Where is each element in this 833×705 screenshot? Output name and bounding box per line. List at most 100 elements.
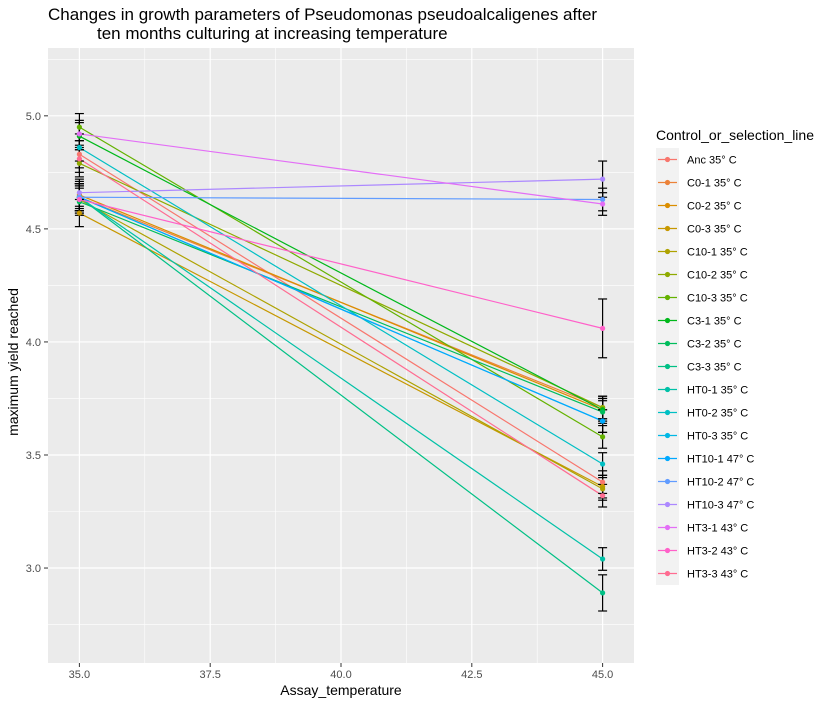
legend-item: HT10-2 47° C [656, 470, 754, 493]
legend-item: C10-1 35° C [656, 240, 748, 263]
legend-label: C0-3 35° C [687, 224, 742, 236]
data-point [600, 409, 606, 415]
legend-key-point [664, 340, 671, 347]
data-point [600, 176, 606, 182]
series-line [79, 198, 603, 329]
series-line [79, 135, 603, 411]
series-line [79, 196, 603, 560]
legend-item: HT3-3 43° C [656, 562, 748, 585]
legend-label: C10-3 35° C [687, 293, 748, 305]
y-axis-title: maximum yield reached [5, 288, 21, 436]
series-line [79, 178, 603, 194]
series-line [79, 196, 603, 201]
series-line [79, 198, 603, 490]
data-point [76, 210, 82, 216]
legend-label: HT0-3 35° C [687, 431, 748, 443]
legend-key-point [664, 271, 671, 278]
data-point [76, 160, 82, 166]
series-layer [79, 126, 603, 594]
legend-item: C0-2 35° C [656, 194, 742, 217]
data-point [600, 590, 606, 596]
data-point [600, 461, 606, 467]
legend-item: C3-1 35° C [656, 309, 742, 332]
legend-key-point [664, 248, 671, 255]
legend-title: Control_or_selection_line [656, 127, 814, 143]
legend-key-point [664, 225, 671, 232]
series-line [79, 194, 603, 411]
data-point [600, 418, 606, 424]
data-point [600, 434, 606, 440]
legend-label: C3-3 35° C [687, 362, 742, 374]
x-axis-title: Assay_temperature [280, 682, 402, 698]
legend-key-point [664, 156, 671, 163]
legend-label: HT0-1 35° C [687, 385, 748, 397]
data-point [600, 479, 606, 485]
chart-title: Changes in growth parameters of Pseudomo… [48, 5, 597, 43]
legend-item: C0-1 35° C [656, 171, 742, 194]
x-tick-label: 40.0 [330, 669, 351, 681]
legend-key-point [664, 202, 671, 209]
x-tick-label: 42.5 [461, 669, 482, 681]
legend-label: HT3-3 43° C [687, 569, 748, 581]
y-tick-label: 4.5 [26, 224, 41, 236]
y-tick-label: 3.0 [26, 563, 41, 575]
series-line [79, 158, 603, 497]
y-tick-label: 3.5 [26, 450, 41, 462]
legend-label: HT0-2 35° C [687, 408, 748, 420]
legend-label: HT3-1 43° C [687, 523, 748, 535]
legend-items: Anc 35° C C0-1 35° C C0-2 35° C C0-3 35° C C… [656, 148, 754, 585]
legend-item: Anc 35° C [656, 148, 737, 171]
legend-item: HT0-2 35° C [656, 401, 748, 424]
legend-item: C3-3 35° C [656, 355, 742, 378]
legend-key-point [664, 317, 671, 324]
legend-label: C0-1 35° C [687, 178, 742, 190]
legend-label: HT3-2 43° C [687, 546, 748, 558]
legend-item: HT3-1 43° C [656, 516, 748, 539]
data-point [600, 201, 606, 207]
legend-key-point [664, 501, 671, 508]
legend-key-point [664, 363, 671, 370]
series-line [79, 196, 603, 422]
x-tick-label: 45.0 [592, 669, 613, 681]
legend-key-point [664, 478, 671, 485]
x-tick-label: 37.5 [199, 669, 220, 681]
legend-key-point [664, 179, 671, 186]
data-point [76, 144, 82, 151]
y-tick-label: 5.0 [26, 111, 41, 123]
y-tick-label: 4.0 [26, 337, 41, 349]
legend-item: C3-2 35° C [656, 332, 742, 355]
legend-key-point [664, 432, 671, 439]
x-tick-label: 35.0 [69, 669, 90, 681]
axes: 35.0 37.5 40.0 42.5 45.0 3.0 3.5 4.0 4.5 5.0 [26, 111, 614, 681]
legend-key-point [664, 409, 671, 416]
series-line [79, 201, 603, 413]
legend-item: HT0-3 35° C [656, 424, 748, 447]
legend-label: HT10-3 47° C [687, 500, 754, 512]
legend-item: HT3-2 43° C [656, 539, 748, 562]
data-points [76, 124, 606, 596]
legend-key-point [664, 570, 671, 577]
legend-item: C10-3 35° C [656, 286, 748, 309]
legend-label: Anc 35° C [687, 155, 737, 167]
legend-label: C10-1 35° C [687, 247, 748, 259]
legend-key-point [664, 455, 671, 462]
data-point [600, 486, 606, 492]
legend-label: C3-1 35° C [687, 316, 742, 328]
data-point [76, 156, 82, 162]
legend-key-point [664, 294, 671, 301]
legend-item: HT10-1 47° C [656, 447, 754, 470]
legend-label: C0-2 35° C [687, 201, 742, 213]
legend-label: C10-2 35° C [687, 270, 748, 282]
series-line [79, 196, 603, 594]
series-line [79, 146, 603, 465]
chart-title-line-2: ten months culturing at increasing tempe… [97, 24, 448, 43]
data-point [600, 196, 606, 203]
series-line [79, 126, 603, 438]
data-point [600, 325, 606, 331]
legend-item: HT10-3 47° C [656, 493, 754, 516]
data-point [600, 493, 606, 499]
legend-item: C10-2 35° C [656, 263, 748, 286]
legend-key-point [664, 524, 671, 531]
legend-label: HT10-1 47° C [687, 454, 754, 466]
